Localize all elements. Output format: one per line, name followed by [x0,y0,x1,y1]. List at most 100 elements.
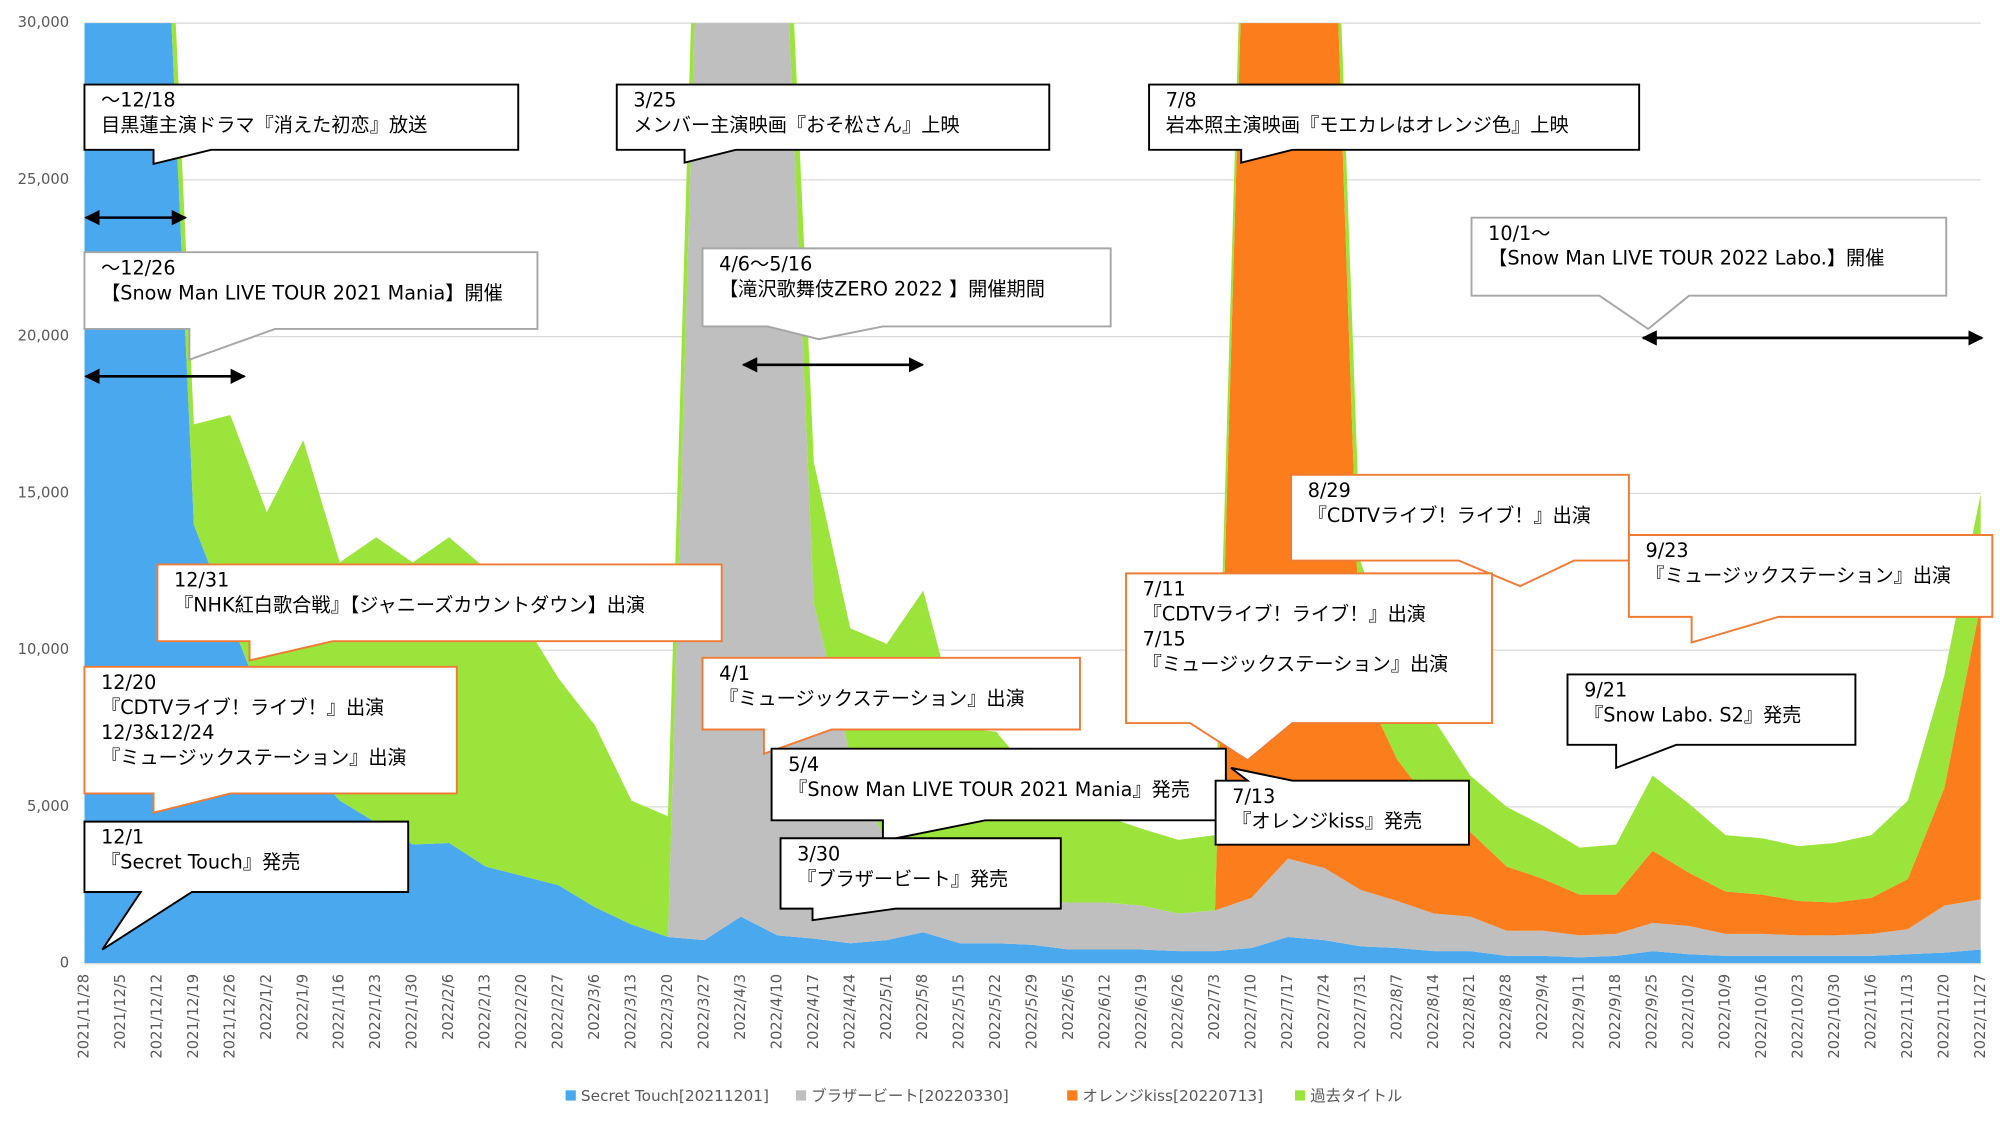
x-tick-label: 2021/12/26 [221,974,238,1059]
x-tick-label: 2022/9/11 [1571,974,1588,1049]
callout-text: 目黒蓮主演ドラマ『消えた初恋』放送 [101,114,427,137]
callout-box [83,251,539,362]
callout-box [1470,216,1948,331]
callout-text: ～12/18 [101,89,175,112]
x-tick-label: 2022/7/17 [1279,974,1296,1049]
callout-text: 『ミュージックステーション』出演 [1143,652,1449,675]
x-tick-label: 2022/4/10 [768,974,785,1049]
x-tick-label: 2022/4/17 [805,974,822,1049]
callout-text: 12/1 [101,826,144,849]
x-tick-label: 2022/3/27 [695,974,712,1049]
callout-text: 『ミュージックステーション』出演 [1646,564,1952,587]
callout-text: 『Snow Labo. S2』発売 [1584,704,1801,727]
x-tick-label: 2022/6/19 [1133,974,1150,1049]
arrows [84,209,1984,384]
x-tick-label: 2022/8/28 [1498,974,1515,1049]
callout-text: 4/6～5/16 [719,252,812,275]
callout-text: 『ミュージックステーション』出演 [101,746,407,769]
callout-box [1627,534,1994,644]
callout-box [1290,473,1630,588]
legend-label: オレンジkiss[20220713] [1083,1087,1264,1105]
legend-label: Secret Touch[20211201] [581,1087,769,1105]
x-tick-label: 2022/1/30 [404,974,421,1049]
x-tick-label: 2022/5/8 [914,974,931,1040]
callout-text: 『オレンジkiss』発売 [1232,810,1422,833]
x-tick-label: 2021/12/19 [185,974,202,1059]
x-tick-label: 2022/8/21 [1461,974,1478,1049]
legend-label: ブラザービート[20220330] [811,1086,1008,1105]
x-tick-label: 2022/1/2 [258,974,275,1040]
x-tick-label: 2022/7/10 [1242,974,1259,1049]
legend-label: 過去タイトル [1310,1087,1402,1105]
x-tick-label: 2022/11/27 [1972,974,1989,1059]
x-tick-label: 2021/12/5 [112,974,129,1049]
axes: 0 5,000 10,000 15,000 20,000 25,000 30,000 2021… [18,14,1989,1058]
callout-box [1125,572,1493,762]
callout-box [1214,766,1470,846]
callout-text: 5/4 [788,753,819,776]
x-tick-label: 2022/10/9 [1717,974,1734,1049]
callout-box [83,83,520,166]
y-tick-label: 15,000 [18,484,69,501]
callout-text: 7/8 [1166,89,1197,112]
x-tick-label: 2022/3/20 [659,974,676,1049]
x-tick-label: 2022/4/3 [732,974,749,1040]
callout-box [779,837,1062,922]
callout-text: 『CDTVライブ！ライブ！』出演 [1308,504,1591,527]
x-tick-label: 2022/10/30 [1826,974,1843,1059]
callout-text: 【Snow Man LIVE TOUR 2021 Mania】開催 [101,281,503,304]
callout-text: 7/15 [1143,627,1186,650]
callout-text: ～12/26 [101,256,175,279]
legend: Secret Touch[20211201] ブラザービート[20220330] オ… [565,1086,1402,1105]
x-tick-label: 2022/7/31 [1352,974,1369,1049]
y-tick-label: 25,000 [18,171,69,188]
x-tick-label: 2022/10/2 [1680,974,1697,1049]
callout-box [701,656,1081,756]
callout-box [1566,673,1857,770]
callout-text: メンバー主演映画『おそ松さん』上映 [633,114,959,137]
callout-text: 7/11 [1143,578,1186,601]
callout-text: 『Secret Touch』発売 [101,851,300,874]
x-tick-label: 2022/2/13 [477,974,494,1049]
callout-text: 『CDTVライブ！ライブ！』出演 [1143,602,1426,625]
callout-box [615,83,1051,164]
callout-text: 12/3&12/24 [101,721,214,744]
callout-text: 『Snow Man LIVE TOUR 2021 Mania』発売 [788,778,1190,801]
x-tick-label: 2022/9/4 [1534,974,1551,1040]
y-tick-label: 10,000 [18,641,69,658]
x-tick-label: 2022/8/7 [1388,974,1405,1040]
x-tick-label: 2022/10/16 [1753,974,1770,1059]
callout-text: 【滝沢歌舞伎ZERO 2022 】開催期間 [719,277,1045,300]
callout-text: 『CDTVライブ！ライブ！』出演 [101,696,384,719]
x-tick-label: 2022/8/14 [1425,974,1442,1049]
callout-text: 12/20 [101,671,156,694]
x-tick-label: 2022/9/18 [1607,974,1624,1049]
x-tick-label: 2022/1/23 [367,974,384,1049]
x-tick-label: 2022/6/5 [1060,974,1077,1040]
x-tick-label: 2022/11/20 [1935,974,1952,1059]
x-tick-label: 2022/11/13 [1899,974,1916,1059]
x-tick-label: 2022/2/6 [440,974,457,1040]
callout-text: 9/23 [1646,539,1689,562]
x-tick-label: 2022/3/13 [622,974,639,1049]
y-tick-label: 20,000 [18,328,69,345]
callout-text: 10/1～ [1488,222,1550,245]
x-tick-label: 2022/10/23 [1789,974,1806,1059]
callout-box [1148,83,1641,164]
callout-text: 『ミュージックステーション』出演 [719,687,1025,710]
x-tick-label: 2021/11/28 [75,974,92,1059]
callout-box [83,820,410,951]
x-tick-label: 2022/6/26 [1170,974,1187,1049]
callout-box [83,665,458,814]
y-tick-label: 30,000 [18,14,69,31]
callout-text: 『ブラザービート』発売 [797,867,1008,890]
x-tick-label: 2022/9/25 [1644,974,1661,1049]
x-tick-label: 2022/1/9 [294,974,311,1040]
x-tick-label: 2022/5/1 [878,974,895,1040]
x-tick-label: 2022/6/12 [1097,974,1114,1049]
legend-swatch [565,1090,576,1101]
x-tick-label: 2022/7/3 [1206,974,1223,1040]
x-tick-label: 2022/7/24 [1315,974,1332,1049]
callout-text: 『NHK紅白歌合戦』【ジャニーズカウントダウン】出演 [174,594,645,617]
